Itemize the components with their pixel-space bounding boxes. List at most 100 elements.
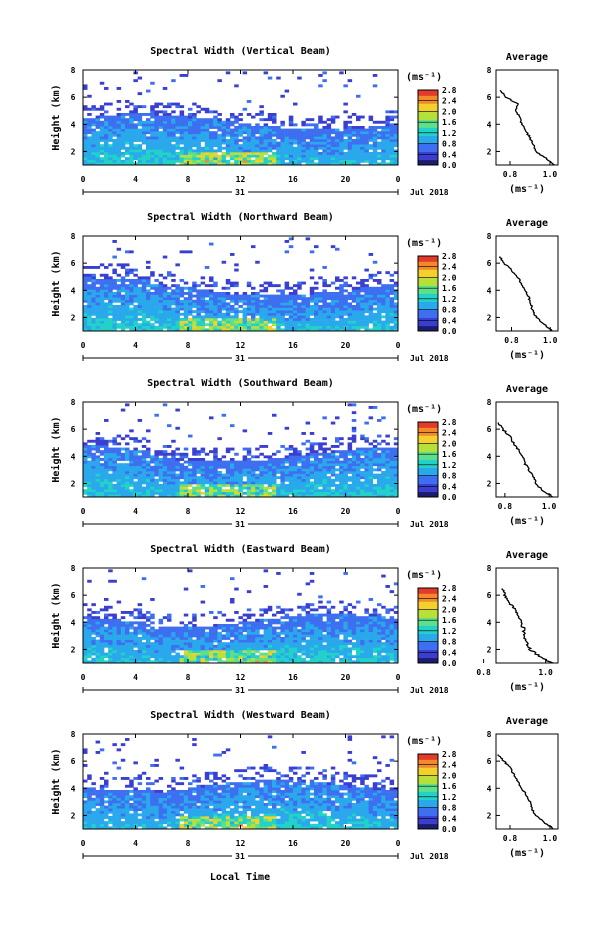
profile-y-tick-label: 4 bbox=[487, 120, 492, 129]
heatmap-cell bbox=[96, 468, 101, 471]
heatmap-cell bbox=[108, 645, 113, 648]
heatmap-cell bbox=[205, 461, 210, 464]
heatmap-cell bbox=[301, 479, 306, 482]
heatmap-cell bbox=[381, 440, 386, 443]
heatmap-cell bbox=[184, 647, 189, 650]
heatmap-cell bbox=[138, 642, 143, 645]
heatmap-cell bbox=[234, 136, 239, 139]
heatmap-cell bbox=[112, 240, 117, 243]
heatmap-cell bbox=[188, 308, 193, 311]
heatmap-cell bbox=[184, 144, 189, 147]
heatmap-cell bbox=[196, 295, 201, 298]
profile-y-tick-label: 2 bbox=[487, 313, 492, 322]
heatmap-cell bbox=[188, 484, 193, 487]
heatmap-cell bbox=[205, 144, 210, 147]
heatmap-cell bbox=[369, 476, 374, 479]
heatmap-cell bbox=[369, 484, 374, 487]
heatmap-cell bbox=[154, 455, 159, 458]
heatmap-cell bbox=[217, 149, 222, 152]
heatmap-cell bbox=[125, 321, 130, 324]
heatmap-cell bbox=[390, 142, 395, 145]
heatmap-cell bbox=[255, 261, 260, 264]
heatmap-cell bbox=[343, 129, 348, 132]
heatmap-cell bbox=[238, 131, 243, 134]
heatmap-cell bbox=[104, 289, 109, 292]
day-label: 31 bbox=[235, 520, 245, 529]
heatmap-cell bbox=[385, 284, 390, 287]
heatmap-cell bbox=[213, 284, 218, 287]
heatmap-cell bbox=[381, 155, 386, 158]
heatmap-cell bbox=[213, 282, 218, 285]
heatmap-cell bbox=[306, 321, 311, 324]
heatmap-cell bbox=[339, 289, 344, 292]
heatmap-cell bbox=[335, 315, 340, 318]
heatmap-cell bbox=[369, 471, 374, 474]
heatmap-cell bbox=[108, 276, 113, 279]
heatmap-cell bbox=[91, 445, 96, 448]
heatmap bbox=[83, 569, 398, 663]
heatmap-cell bbox=[343, 458, 348, 461]
heatmap-cell bbox=[108, 144, 113, 147]
heatmap-cell bbox=[129, 458, 134, 461]
heatmap-cell bbox=[180, 157, 185, 160]
heatmap-cell bbox=[364, 484, 369, 487]
heatmap-cell bbox=[83, 653, 88, 656]
heatmap-cell bbox=[390, 131, 395, 134]
heatmap-cell bbox=[293, 131, 298, 134]
heatmap-cell bbox=[314, 442, 319, 445]
heatmap-cell bbox=[129, 289, 134, 292]
heatmap-cell bbox=[243, 474, 248, 477]
heatmap-cell bbox=[83, 458, 88, 461]
heatmap-cell bbox=[348, 160, 353, 163]
heatmap-cell bbox=[163, 653, 168, 656]
heatmap-cell bbox=[167, 160, 172, 163]
heatmap-cell bbox=[264, 308, 269, 311]
heatmap-cell bbox=[314, 474, 319, 477]
heatmap-cell bbox=[360, 287, 365, 290]
heatmap-cell bbox=[180, 105, 185, 108]
heatmap-cell bbox=[352, 142, 357, 145]
heatmap-cell bbox=[154, 139, 159, 142]
heatmap-cell bbox=[171, 489, 176, 492]
heatmap-cell bbox=[125, 634, 130, 637]
heatmap-cell bbox=[87, 310, 92, 313]
heatmap-cell bbox=[100, 313, 105, 316]
heatmap-cell bbox=[272, 118, 277, 121]
heatmap-cell bbox=[171, 110, 176, 113]
heatmap-cell bbox=[251, 295, 256, 298]
heatmap-cell bbox=[100, 440, 105, 443]
heatmap-cell bbox=[100, 121, 105, 124]
heatmap-cell bbox=[276, 466, 281, 469]
heatmap-cell bbox=[100, 123, 105, 126]
heatmap-cell bbox=[146, 642, 151, 645]
heatmap-cell bbox=[306, 131, 311, 134]
heatmap-cell bbox=[343, 84, 348, 87]
heatmap-cell bbox=[360, 321, 365, 324]
heatmap-cell bbox=[163, 326, 168, 329]
heatmap-cell bbox=[142, 129, 147, 132]
heatmap-cell bbox=[87, 142, 92, 145]
heatmap-cell bbox=[108, 455, 113, 458]
heatmap-cell bbox=[159, 139, 164, 142]
heatmap-cell bbox=[175, 468, 180, 471]
heatmap-cell bbox=[112, 448, 117, 451]
heatmap-cell bbox=[100, 489, 105, 492]
heatmap-cell bbox=[180, 463, 185, 466]
heatmap-cell bbox=[91, 458, 96, 461]
heatmap-cell bbox=[100, 484, 105, 487]
heatmap-cell bbox=[91, 136, 96, 139]
heatmap-cell bbox=[171, 471, 176, 474]
heatmap-cell bbox=[180, 321, 185, 324]
heatmap-cell bbox=[385, 139, 390, 142]
heatmap-cell bbox=[142, 487, 147, 490]
heatmap-cell bbox=[272, 155, 277, 158]
heatmap-cell bbox=[364, 149, 369, 152]
heatmap-cell bbox=[390, 297, 395, 300]
heatmap-cell bbox=[184, 123, 189, 126]
heatmap-cell bbox=[100, 134, 105, 137]
heatmap-cell bbox=[339, 492, 344, 495]
heatmap-cell bbox=[335, 468, 340, 471]
heatmap-cell bbox=[205, 129, 210, 132]
heatmap-cell bbox=[331, 295, 336, 298]
heatmap-cell bbox=[230, 645, 235, 648]
